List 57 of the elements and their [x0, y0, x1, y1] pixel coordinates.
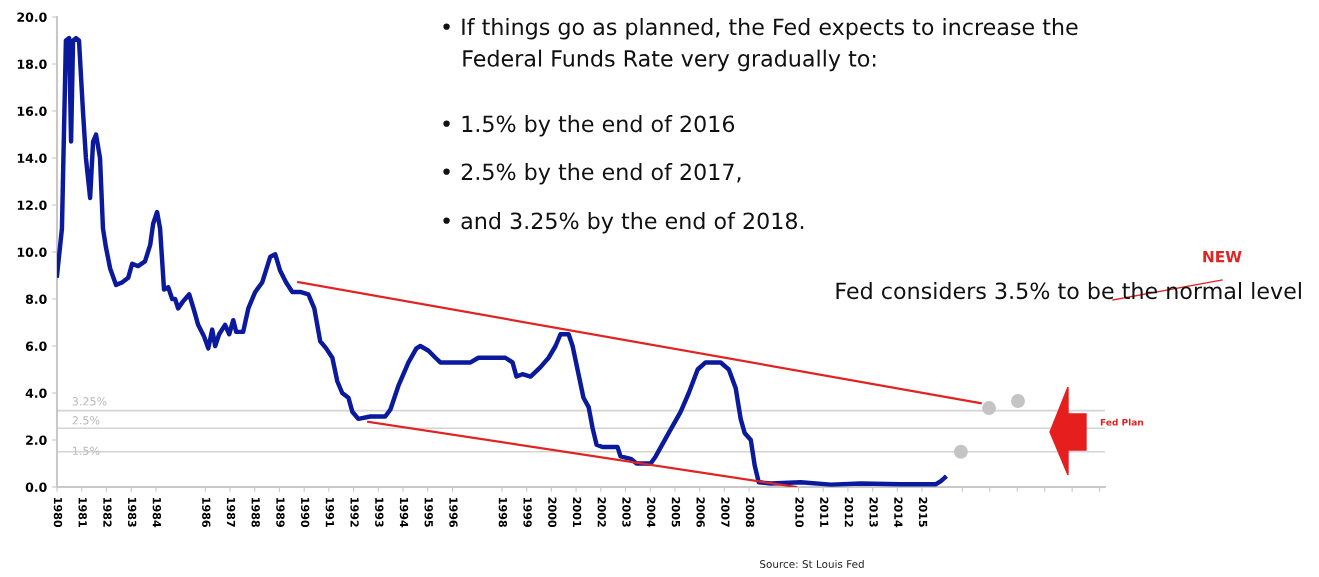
x-tick-label: 1993 — [375, 497, 384, 527]
x-tick-label: 2012 — [844, 497, 854, 527]
source-note: Source: St Louis Fed — [760, 559, 864, 568]
x-tick-label: 2008 — [745, 497, 755, 527]
x-tick-label: 2004 — [646, 497, 656, 528]
ref-line-label: 1.5% — [73, 446, 100, 455]
x-tick-label: 2014 — [894, 497, 903, 528]
x-tick-label: 1994 — [399, 497, 409, 528]
x-tick-label: 2005 — [671, 497, 681, 527]
x-tick-label: 1986 — [202, 497, 211, 528]
x-tick-label: 1998 — [498, 497, 508, 527]
x-tick-label: 1990 — [300, 497, 310, 528]
x-tick-label: 1995 — [424, 497, 433, 527]
x-tick-label: 2003 — [622, 497, 631, 527]
x-tick-label: 1982 — [103, 497, 112, 527]
point — [982, 401, 997, 415]
x-tick-label: 2007 — [721, 497, 730, 527]
y-tick-label: 14.0 — [17, 153, 47, 163]
annotation: • 1.5% by the end of 2016 — [443, 115, 735, 137]
x-tick-label: 1991 — [325, 497, 335, 527]
x-tick-label: 1987 — [226, 497, 236, 527]
x-tick-label: 2000 — [548, 497, 557, 528]
x-tick-label: 2001 — [572, 497, 582, 527]
y-tick-label: 2.0 — [26, 435, 47, 445]
x-tick-label: 1989 — [276, 497, 285, 527]
point — [953, 444, 968, 459]
ref-line-label: 3.25% — [72, 397, 107, 406]
x-tick-label: 1984 — [152, 497, 162, 528]
x-tick-label: 2015 — [918, 497, 928, 527]
y-tick-label: 12.0 — [17, 200, 47, 210]
y-tick-label: 8.0 — [25, 294, 47, 304]
y-tick-label: 0.0 — [25, 482, 47, 492]
y-tick-label: 4.0 — [25, 388, 47, 398]
text: NEW — [1203, 251, 1242, 263]
y-tick-label: 18.0 — [17, 59, 47, 69]
x-tick-label: 2013 — [869, 497, 878, 527]
x-tick-label: 1981 — [78, 497, 87, 527]
point — [1011, 394, 1025, 408]
x-tick-label: 1988 — [251, 497, 260, 527]
annotation: • 2.5% by the end of 2017, — [443, 163, 741, 185]
ref-line-label: 2.5% — [72, 416, 100, 425]
x-tick-label: 2010 — [795, 497, 804, 528]
x-tick-label: 2011 — [820, 497, 829, 527]
x-tick-label: 2002 — [597, 497, 606, 527]
x-tick-label: 1999 — [523, 497, 532, 527]
y-tick-label: 6.0 — [25, 341, 47, 351]
y-tick-label: 20.0 — [17, 12, 47, 22]
x-tick-label: 1983 — [127, 497, 137, 527]
annotation: • and 3.25% by the end of 2018. — [443, 212, 804, 234]
y-tick-label: 16.0 — [17, 106, 47, 116]
x-tick-label: 1992 — [350, 497, 359, 527]
x-tick-label: 1996 — [449, 497, 458, 528]
x-tick-label: 1980 — [53, 497, 63, 528]
annotation: Fed Plan — [1100, 418, 1144, 426]
x-tick-label: 2006 — [696, 497, 705, 528]
annotation: • If things go as planned, the Fed expects to increase the Federal Funds Rate very gradually to: — [443, 18, 1078, 72]
y-tick-label: 10.0 — [17, 247, 47, 257]
